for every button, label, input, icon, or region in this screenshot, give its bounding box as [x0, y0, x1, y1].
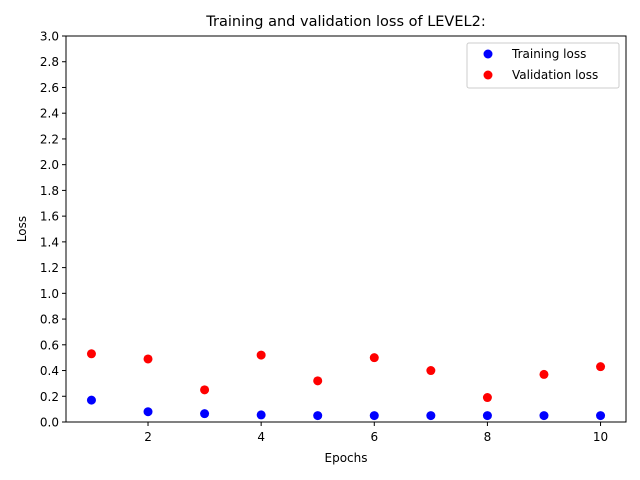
legend-marker-validation [483, 70, 493, 80]
legend-marker-training [483, 49, 493, 59]
y-tick-label: 3.0 [40, 30, 59, 44]
legend: Training loss Validation loss [466, 42, 620, 89]
x-tick-label: 8 [484, 430, 492, 444]
y-tick-label: 1.6 [40, 210, 59, 224]
x-tick-label: 10 [593, 430, 608, 444]
data-point [143, 354, 153, 364]
y-tick-label: 2.0 [40, 158, 59, 172]
legend-label-validation: Validation loss [512, 68, 598, 82]
data-point [539, 411, 549, 421]
data-point [313, 376, 323, 386]
y-tick-label: 2.6 [40, 81, 59, 95]
x-axis-label: Epochs [325, 451, 368, 465]
y-tick-label: 2.8 [40, 55, 59, 69]
x-tick-label: 2 [144, 430, 152, 444]
data-point [200, 385, 210, 395]
data-point [539, 369, 549, 379]
data-point [256, 410, 266, 420]
data-point [482, 411, 492, 421]
y-tick-label: 2.2 [40, 132, 59, 146]
plot-frame [65, 35, 627, 423]
data-point [369, 411, 379, 421]
data-point [596, 362, 606, 372]
y-tick-label: 1.2 [40, 261, 59, 275]
data-point [426, 366, 436, 376]
y-tick-label: 0.4 [40, 364, 59, 378]
data-point [426, 411, 436, 421]
data-point [143, 407, 153, 417]
x-tick-label: 4 [257, 430, 265, 444]
legend-box [466, 42, 620, 89]
data-point [482, 393, 492, 403]
x-tick-label: 6 [370, 430, 378, 444]
y-tick-label: 2.4 [40, 107, 59, 121]
data-point [256, 350, 266, 360]
y-tick-label: 1.8 [40, 184, 59, 198]
data-point [596, 411, 606, 421]
y-tick-label: 0.0 [40, 416, 59, 430]
legend-label-training: Training loss [511, 47, 586, 61]
data-markers [86, 349, 606, 421]
data-point [86, 395, 96, 405]
y-tick-label: 1.0 [40, 287, 59, 301]
y-tick-label: 1.4 [40, 235, 59, 249]
y-tick-label: 0.6 [40, 338, 59, 352]
y-tick-label: 0.8 [40, 313, 59, 327]
data-point [86, 349, 96, 359]
data-point [369, 353, 379, 363]
data-point [313, 411, 323, 421]
y-tick-label: 0.2 [40, 390, 59, 404]
data-point [200, 409, 210, 419]
chart-title: Training and validation loss of LEVEL2: [205, 14, 485, 30]
series-training [86, 395, 606, 421]
series-validation [86, 349, 606, 403]
axis-ticks: 2 4 6 8 10 0.0 0.2 0.4 0.6 0.8 1.0 1.2 1.4 1.6 1.8 2.0 2… [40, 30, 608, 445]
y-axis-label: Loss [15, 216, 29, 242]
